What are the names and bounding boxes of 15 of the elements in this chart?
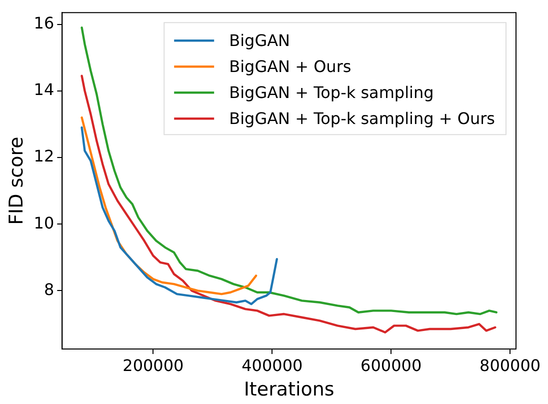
legend-label: BigGAN (229, 30, 290, 50)
legend-label: BigGAN + Top-k sampling + Ours (229, 108, 495, 128)
y-tick-label: 8 (44, 280, 54, 299)
y-tick-label: 10 (34, 213, 54, 232)
y-tick-label: 14 (34, 80, 54, 100)
x-tick-label: 200000 (122, 356, 184, 375)
y-tick-label: 12 (34, 146, 54, 166)
legend-label: BigGAN + Top-k sampling (229, 82, 434, 102)
x-tick-label: 600000 (360, 356, 422, 375)
y-axis-title: FID score (5, 136, 28, 225)
legend-label: BigGAN + Ours (229, 56, 352, 76)
x-tick-label: 400000 (242, 356, 303, 375)
y-tick-label: 16 (34, 13, 54, 32)
x-axis-title: Iterations (244, 378, 334, 401)
x-tick-label: 800000 (480, 356, 541, 375)
